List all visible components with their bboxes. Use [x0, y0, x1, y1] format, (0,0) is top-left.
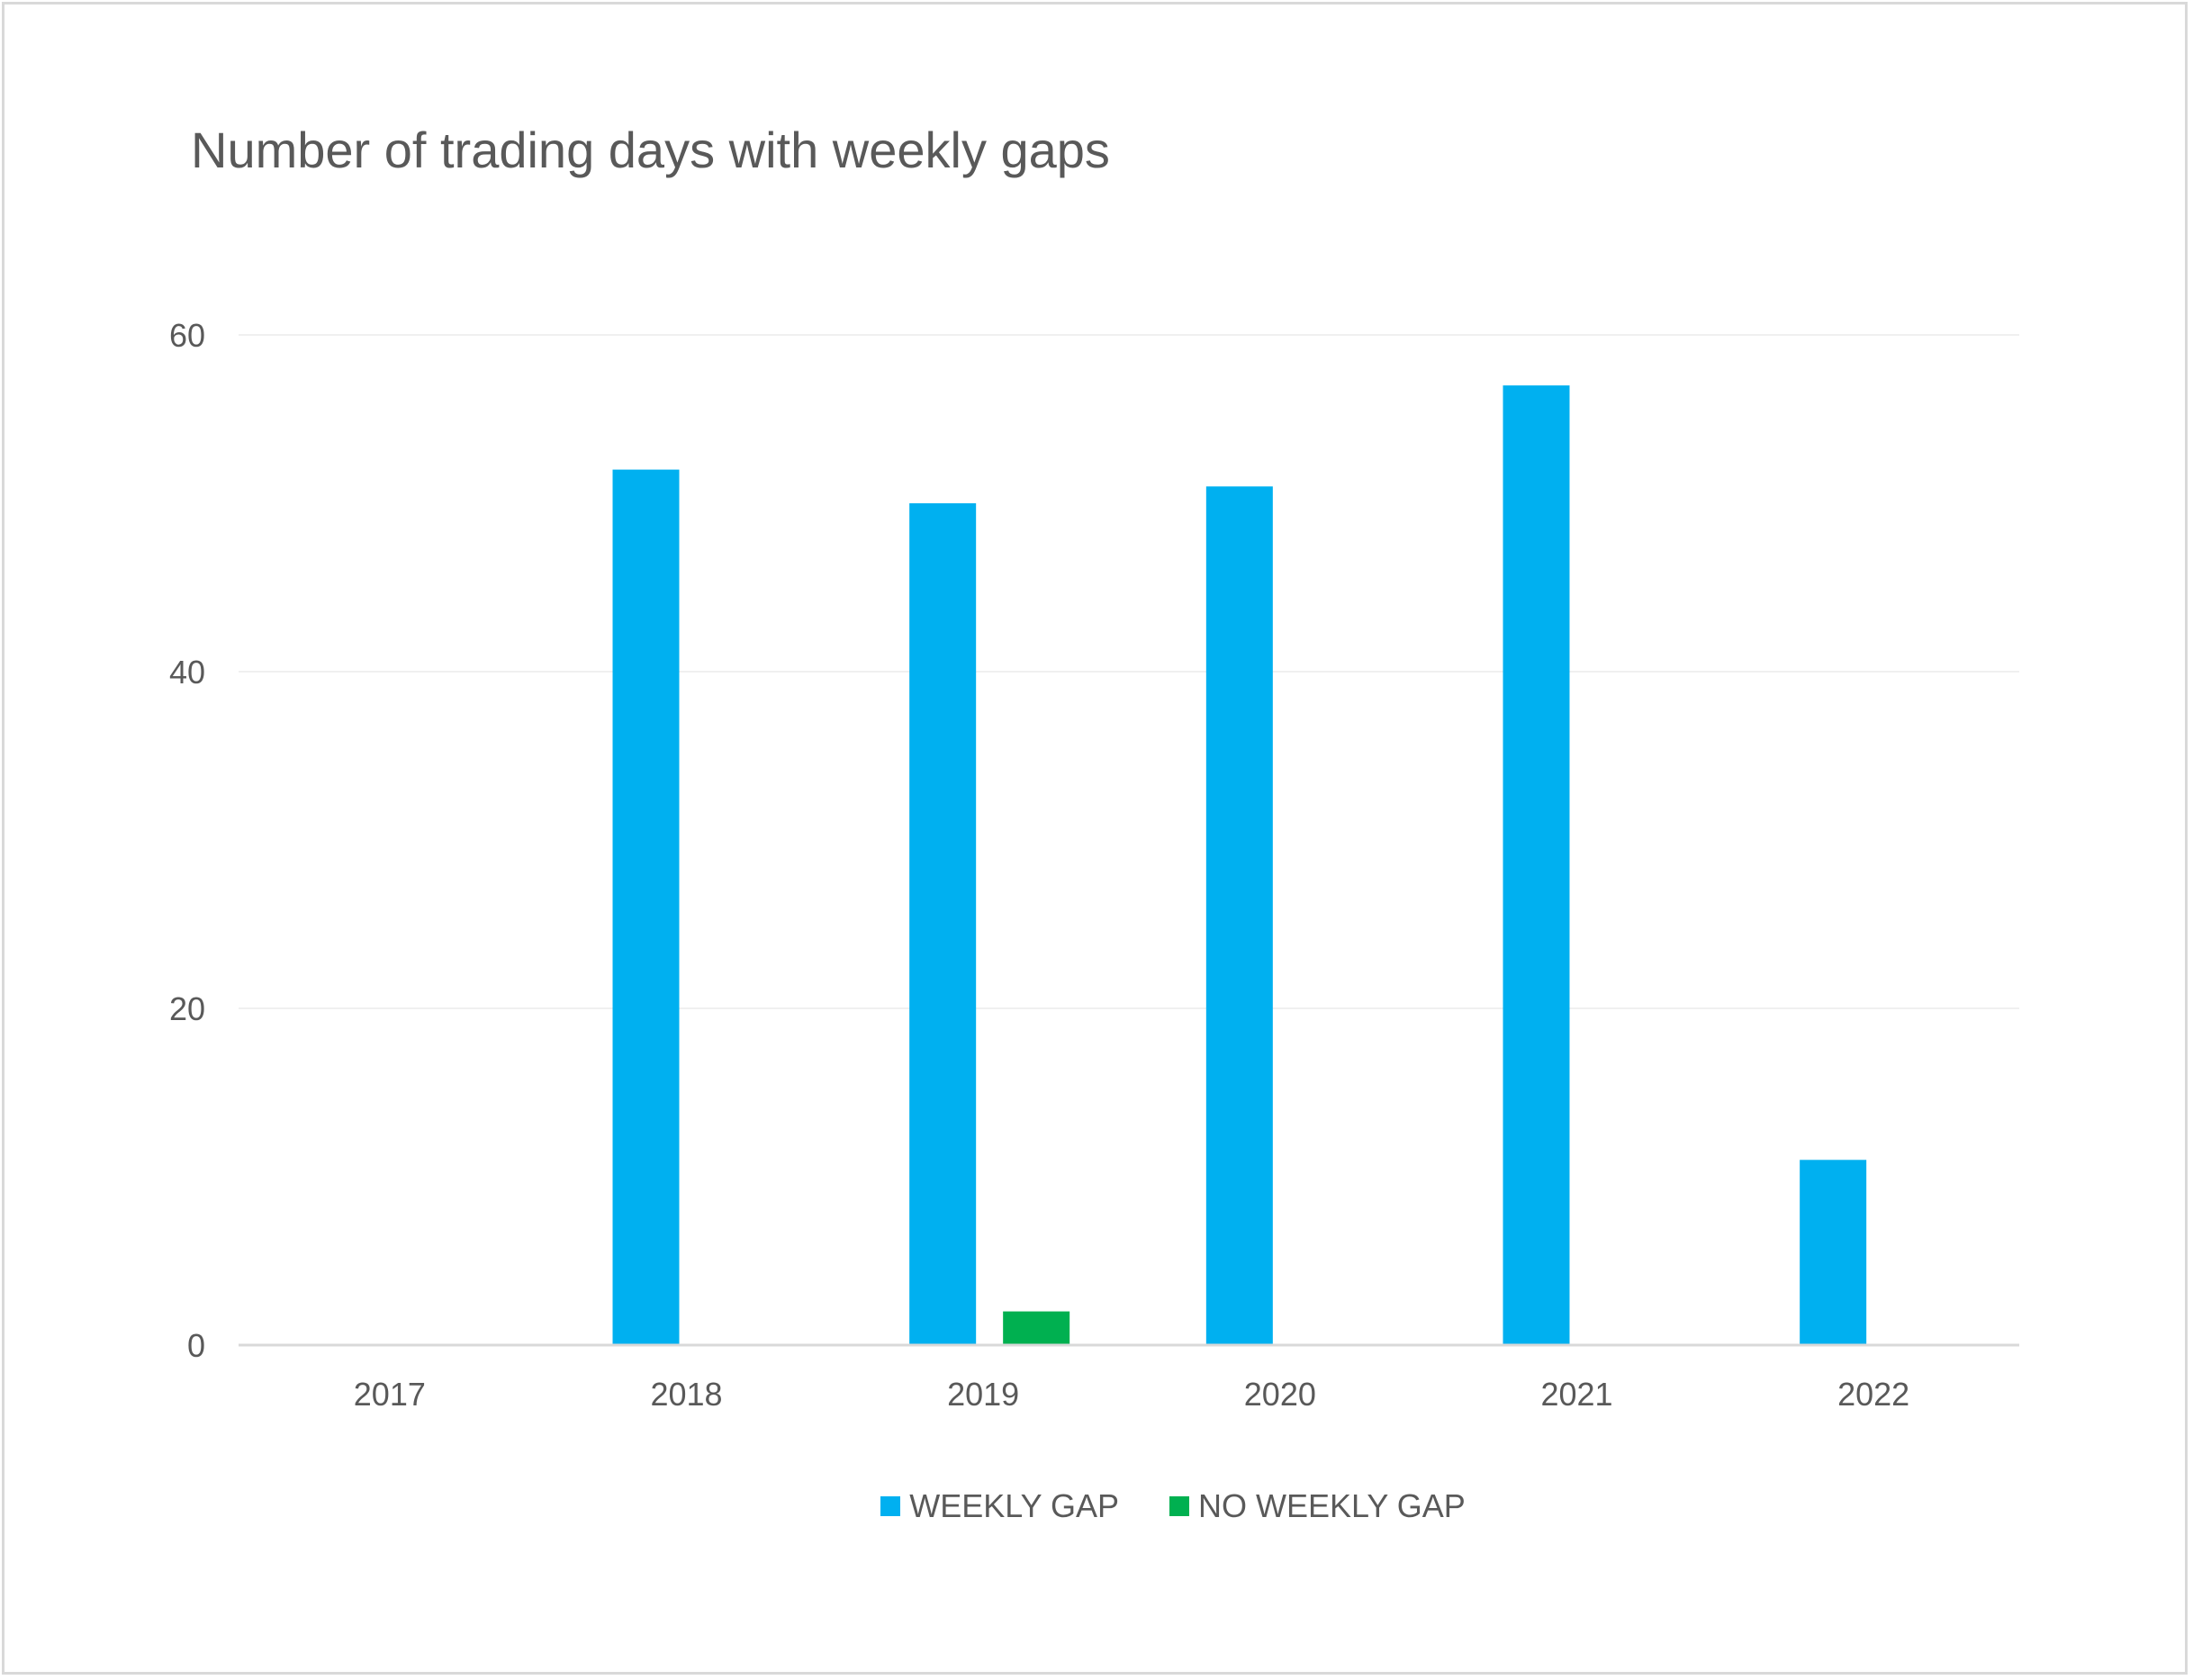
legend: WEEKLY GAP NO WEEKLY GAP	[0, 1487, 2193, 1525]
legend-item-no-weekly-gap: NO WEEKLY GAP	[1169, 1487, 1466, 1525]
legend-item-weekly-gap: WEEKLY GAP	[880, 1487, 1119, 1525]
legend-swatch-weekly-gap	[880, 1496, 901, 1516]
gridlines	[239, 334, 2019, 1009]
bars	[612, 385, 1867, 1346]
legend-swatch-no-weekly-gap	[1169, 1496, 1189, 1516]
bar-weekly-gap-2021	[1503, 385, 1570, 1346]
x-tick-label-2021: 2021	[1540, 1376, 1612, 1413]
chart-title: Number of trading days with weekly gaps	[191, 122, 1110, 178]
x-tick-label-2018: 2018	[650, 1376, 722, 1413]
x-axis-ticks: 2017 2018 2019 2020 2021 2022	[354, 1376, 1909, 1413]
bar-weekly-gap-2022	[1800, 1160, 1867, 1345]
x-tick-label-2022: 2022	[1837, 1376, 1909, 1413]
bar-weekly-gap-2019	[909, 503, 977, 1345]
x-tick-label-2020: 2020	[1244, 1376, 1316, 1413]
y-axis-ticks: 0 20 40 60	[169, 317, 205, 1364]
legend-label-weekly-gap: WEEKLY GAP	[909, 1487, 1119, 1524]
bar-weekly-gap-2018	[612, 469, 680, 1345]
x-tick-label-2017: 2017	[354, 1376, 426, 1413]
y-tick-label-20: 20	[169, 990, 205, 1027]
y-tick-label-0: 0	[187, 1327, 205, 1364]
x-tick-label-2019: 2019	[947, 1376, 1019, 1413]
legend-label-no-weekly-gap: NO WEEKLY GAP	[1198, 1487, 1466, 1524]
y-tick-label-60: 60	[169, 317, 205, 354]
y-tick-label-40: 40	[169, 654, 205, 691]
bar-no-weekly-gap-2019	[1003, 1311, 1070, 1345]
bar-weekly-gap-2020	[1205, 486, 1273, 1345]
